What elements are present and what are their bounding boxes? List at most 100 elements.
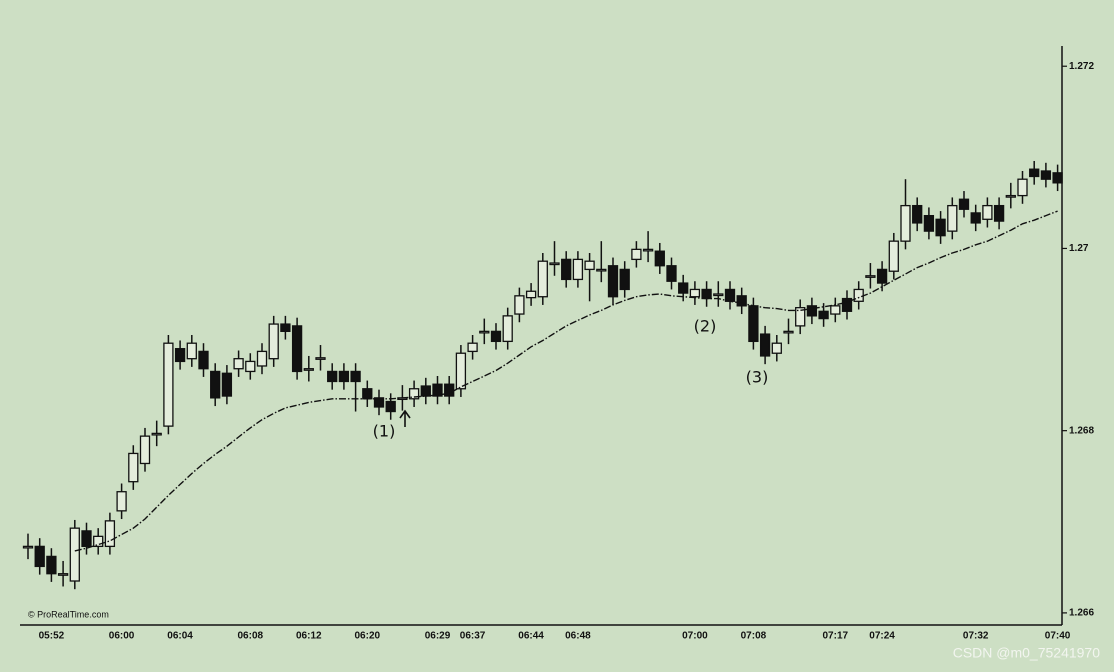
candle-body — [795, 307, 806, 327]
y-tick-label: 1.27 — [1069, 243, 1089, 254]
candle-body — [689, 288, 701, 298]
candle-body — [958, 198, 970, 210]
candle-body — [151, 432, 162, 436]
candle-body — [57, 573, 69, 576]
y-tick-label: 1.268 — [1069, 425, 1094, 436]
candle-body — [888, 240, 899, 272]
candle-body — [654, 250, 665, 267]
x-tick-label: 06:44 — [518, 631, 544, 642]
candle-body — [642, 248, 654, 252]
candle-body — [514, 295, 525, 315]
candle-body — [163, 342, 174, 427]
candle-body — [947, 204, 958, 232]
candle-body — [701, 288, 712, 300]
annotation: (3) — [746, 368, 769, 387]
candle-body — [373, 397, 385, 408]
candle-body — [22, 545, 34, 549]
candle-body — [584, 260, 595, 271]
x-tick-label: 07:24 — [869, 631, 895, 642]
candle-body — [830, 305, 841, 315]
x-tick-label: 07:32 — [963, 631, 989, 642]
candle-body — [607, 265, 619, 298]
candle-body — [678, 282, 689, 294]
x-tick-label: 06:48 — [565, 631, 591, 642]
candle-body — [982, 204, 993, 220]
candle-body — [233, 358, 244, 370]
candle-body — [256, 350, 268, 367]
x-tick-label: 06:20 — [355, 631, 381, 642]
candle-body — [631, 248, 642, 261]
candle-body — [561, 258, 572, 281]
candle-body — [210, 370, 221, 399]
candle-body — [420, 385, 431, 397]
candle-body — [596, 268, 607, 272]
candle-body — [970, 212, 981, 224]
candle-body — [174, 348, 186, 363]
candle-body — [572, 258, 584, 281]
candle-body — [841, 297, 853, 312]
candle-body — [327, 370, 338, 383]
y-tick-label: 1.266 — [1069, 608, 1094, 619]
candle-body — [912, 204, 923, 224]
x-tick-label: 05:52 — [39, 631, 65, 642]
watermark: CSDN @m0_75241970 — [953, 645, 1101, 661]
moving-average — [74, 210, 1058, 552]
candle-body — [771, 342, 782, 354]
candle-body — [221, 372, 233, 397]
candle-body — [525, 290, 537, 299]
candle-body — [385, 400, 396, 413]
candle-body — [198, 350, 209, 370]
candle-body — [1017, 178, 1028, 197]
annotation: (1) — [373, 422, 396, 441]
x-tick-label: 06:00 — [109, 631, 135, 642]
candle-body — [818, 310, 829, 320]
candle-body — [34, 545, 45, 568]
candle-body — [268, 323, 279, 360]
x-tick-label: 06:04 — [167, 631, 193, 642]
candle-body — [1029, 168, 1040, 178]
candle-body — [104, 520, 116, 548]
candle-body — [479, 330, 490, 334]
annotation: (2) — [694, 317, 717, 336]
x-tick-label: 07:00 — [682, 631, 708, 642]
candle-body — [315, 357, 326, 360]
candle-body — [490, 330, 502, 343]
candle-body — [291, 325, 303, 373]
candle-body — [186, 342, 197, 360]
y-tick-label: 1.272 — [1069, 61, 1094, 72]
candle-body — [724, 288, 736, 302]
x-tick-label: 07:08 — [741, 631, 767, 642]
candle-body — [806, 305, 818, 317]
x-tick-label: 07:17 — [823, 631, 849, 642]
candle-body — [666, 265, 677, 282]
x-tick-label: 06:29 — [425, 631, 451, 642]
candle-body — [128, 452, 139, 483]
candle-body — [923, 214, 935, 232]
candle-body — [432, 383, 443, 397]
candle-body — [455, 352, 467, 390]
candle-body — [338, 370, 350, 383]
candle-body — [280, 323, 291, 333]
candle-body — [876, 268, 888, 284]
candle-body — [69, 527, 80, 582]
candle-body — [93, 535, 104, 548]
candle-body — [736, 295, 747, 307]
candle-body — [865, 275, 876, 278]
candle-body — [549, 262, 560, 266]
candle-body — [748, 305, 759, 343]
candle-body — [81, 530, 92, 548]
candle-body — [116, 491, 127, 512]
x-tick-label: 06:37 — [460, 631, 486, 642]
arrow — [399, 409, 411, 427]
candle-body — [537, 260, 548, 298]
candle-body — [1052, 172, 1063, 184]
x-tick-label: 06:08 — [238, 631, 264, 642]
candle-body — [1005, 194, 1016, 198]
candle-body — [502, 315, 513, 343]
x-tick-label: 07:40 — [1045, 631, 1071, 642]
candle-body — [935, 218, 946, 237]
candle-body — [783, 330, 794, 334]
